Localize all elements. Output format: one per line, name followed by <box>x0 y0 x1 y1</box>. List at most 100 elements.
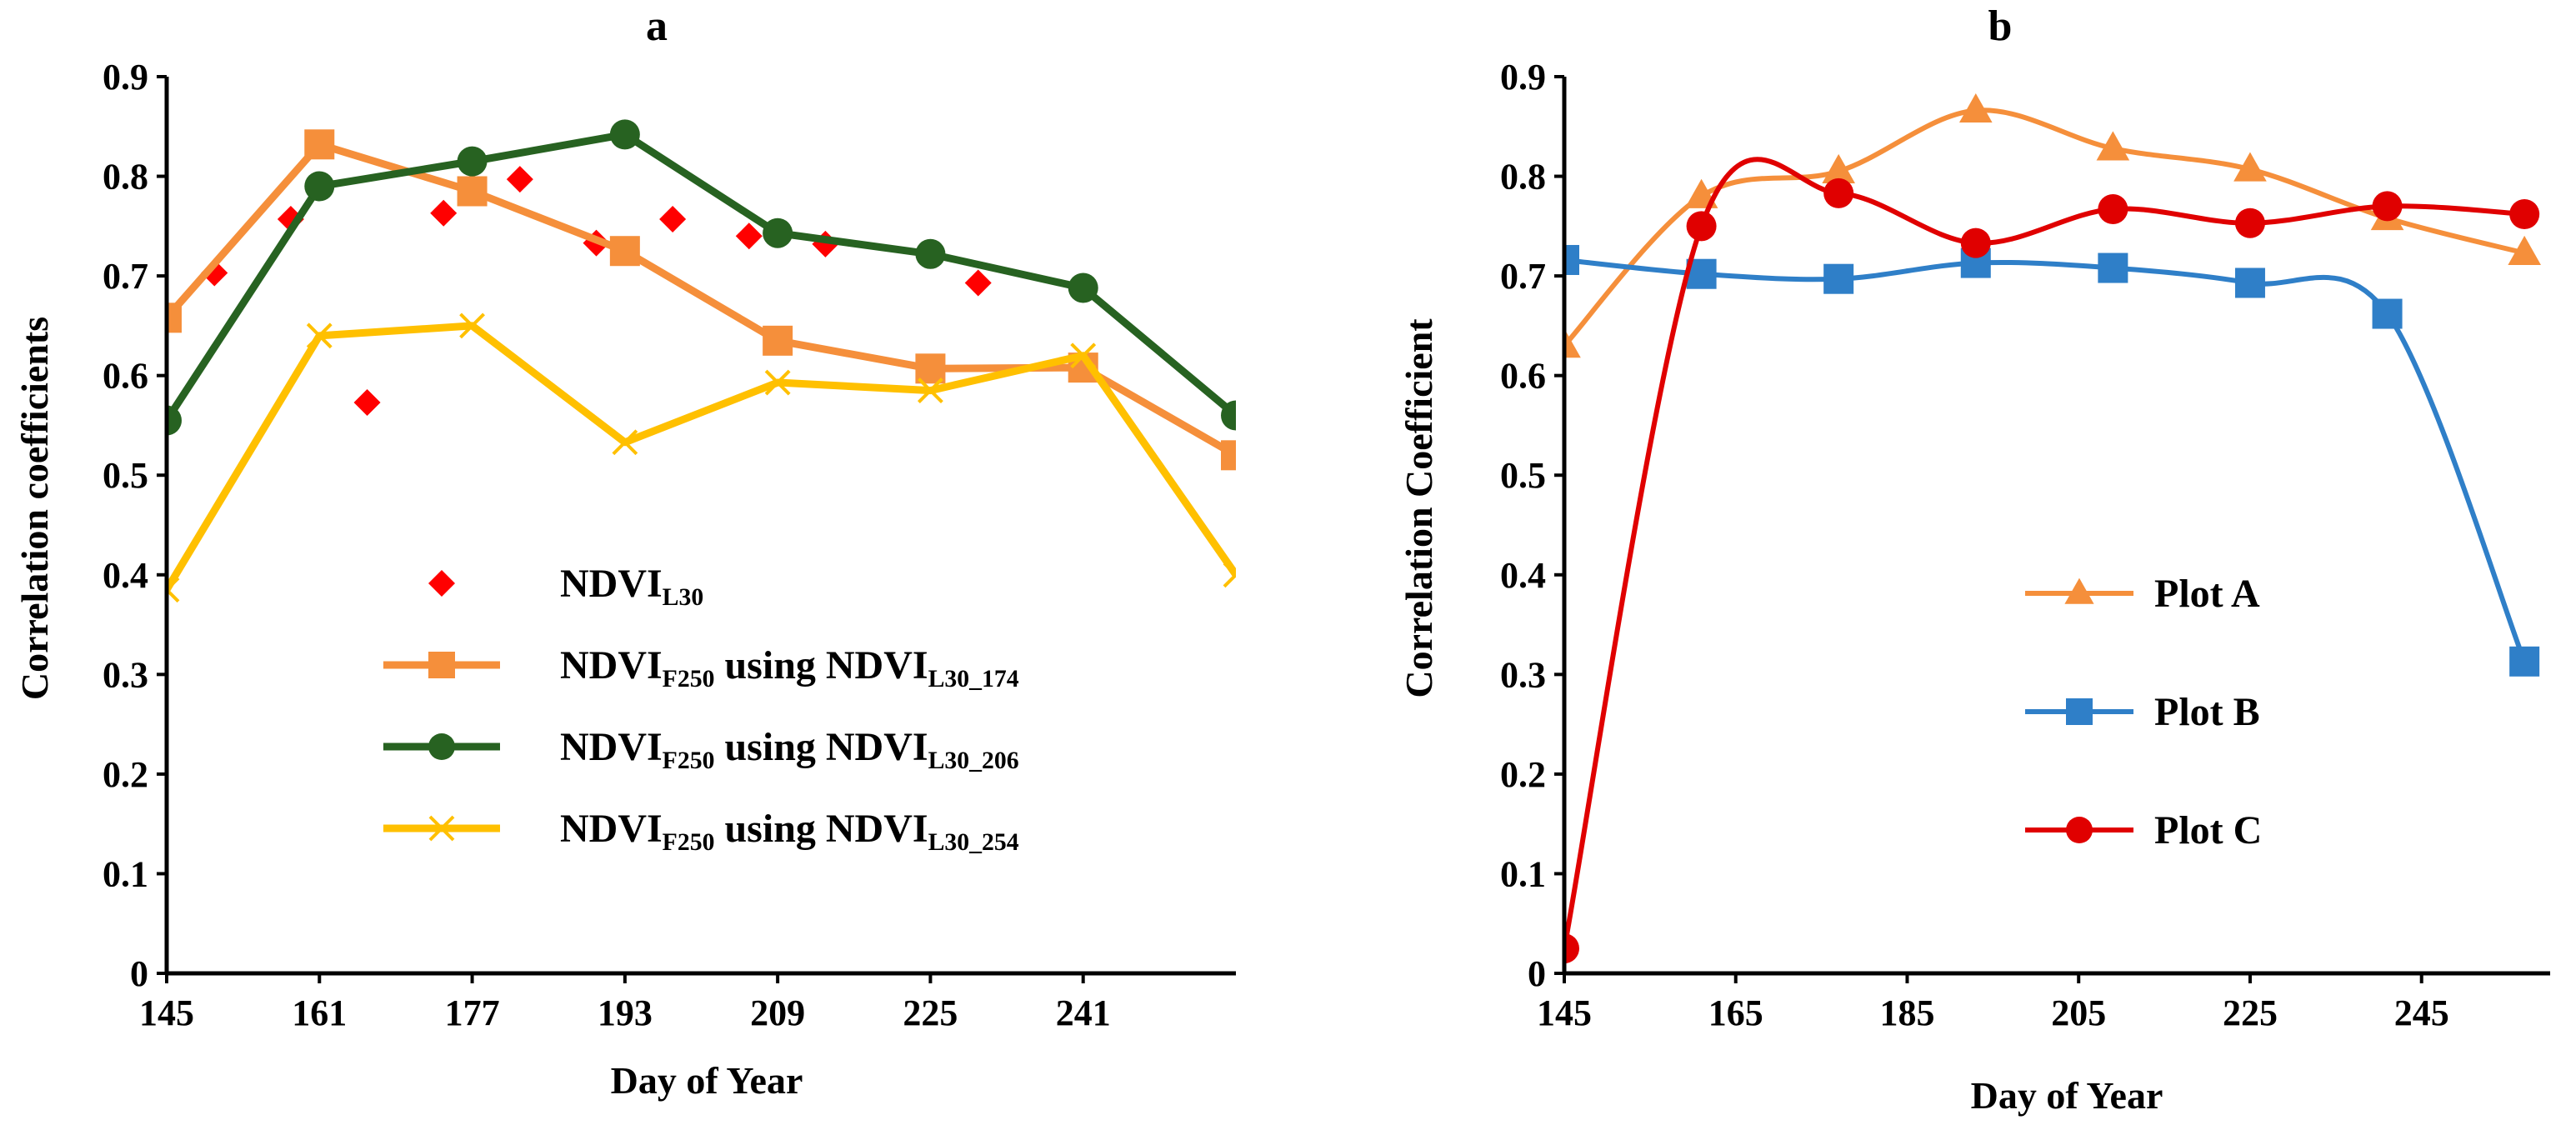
chart-b-x-axis-label: Day of Year <box>1971 1074 2163 1117</box>
y-tick-label: 0.6 <box>103 356 148 397</box>
legend-label: Plot B <box>2154 690 2260 734</box>
data-point <box>2234 268 2265 298</box>
legend-label-part: L30_254 <box>928 828 1019 856</box>
data-point <box>304 171 335 202</box>
data-point <box>1068 272 1098 303</box>
chart-a-plot-area <box>167 119 1236 603</box>
legend-item: Plot A <box>2025 572 2260 616</box>
legend-item: Plot C <box>2025 808 2262 852</box>
data-point <box>918 378 943 404</box>
series-plot-c <box>1564 157 2540 964</box>
data-point <box>2098 252 2128 283</box>
legend-label-part: F250 <box>663 665 715 692</box>
legend-label: NDVIF250 using NDVIL30_206 <box>560 725 1019 774</box>
legend-marker <box>428 652 455 678</box>
chart-panel-a: a 0 0.1 0.2 0.3 0.4 0.5 0.6 0.7 0.8 0.9 145 161 177 1… <box>13 2 1236 1102</box>
data-point <box>167 405 182 436</box>
y-tick-label: 0.5 <box>103 455 148 496</box>
data-point <box>1822 153 1855 183</box>
y-tick-label: 0.3 <box>103 654 148 695</box>
x-tick-label: 241 <box>1056 992 1111 1033</box>
legend-item: NDVIF250 using NDVIL30_174 <box>383 643 1019 692</box>
data-point <box>1686 211 1717 242</box>
chart-b-tick-labels: 0 0.1 0.2 0.3 0.4 0.5 0.6 0.7 0.8 0.9 145 165 185 205… <box>1500 57 2449 1033</box>
legend-label-part: NDVI <box>560 562 663 606</box>
x-tick-label: 165 <box>1708 992 1763 1033</box>
y-tick-label: 0.2 <box>1500 754 1546 795</box>
data-point <box>1223 562 1236 588</box>
data-point <box>2509 198 2540 229</box>
legend-label-part: L30_206 <box>928 747 1019 774</box>
data-point <box>763 325 793 356</box>
legend-label-part: NDVI <box>560 643 663 688</box>
data-point <box>2234 208 2265 238</box>
data-point <box>2233 152 2267 182</box>
legend-label: NDVIF250 using NDVIL30_254 <box>560 807 1019 856</box>
data-point <box>763 218 793 248</box>
legend-marker <box>2066 817 2093 843</box>
data-point <box>506 166 533 193</box>
legend-label-part: L30 <box>663 583 704 611</box>
legend-marker <box>428 815 455 842</box>
data-point <box>167 577 180 603</box>
data-point <box>430 199 458 227</box>
y-tick-label: 0 <box>1528 953 1546 994</box>
data-point <box>1070 342 1097 369</box>
x-tick-label: 185 <box>1879 992 1934 1033</box>
data-point <box>764 369 791 396</box>
legend-label-part: F250 <box>663 828 715 856</box>
series-line <box>167 140 1236 459</box>
data-point <box>1960 228 1991 258</box>
legend-marker <box>428 733 455 760</box>
data-point <box>1221 400 1236 431</box>
data-point <box>1564 328 1581 358</box>
legend-label-part: using NDVI <box>714 725 928 769</box>
legend-label: NDVIF250 using NDVIL30_174 <box>560 643 1019 692</box>
data-point <box>457 146 488 177</box>
data-point <box>1823 263 1854 294</box>
chart-a-tick-labels: 0 0.1 0.2 0.3 0.4 0.5 0.6 0.7 0.8 0.9 145 161 177 193… <box>103 57 1111 1033</box>
legend-item: NDVIL30 <box>428 562 703 611</box>
y-tick-label: 0.9 <box>103 57 148 98</box>
y-tick-label: 0.9 <box>1500 57 1546 98</box>
series-ndvi-l30 <box>201 166 992 416</box>
series-ndvi-f250-using-ndvi-l30-174 <box>167 129 1236 471</box>
x-tick-label: 205 <box>2051 992 2106 1033</box>
data-point <box>609 236 640 267</box>
legend-label-part: NDVI <box>560 725 663 769</box>
y-tick-label: 0.5 <box>1500 455 1546 496</box>
y-tick-label: 0.8 <box>1500 157 1546 198</box>
legend-marker <box>2066 698 2093 725</box>
x-tick-label: 193 <box>598 992 653 1033</box>
data-point <box>1564 244 1579 275</box>
legend-item: NDVIF250 using NDVIL30_254 <box>383 807 1019 856</box>
series-ndvi-f250-using-ndvi-l30-206 <box>167 119 1236 436</box>
data-point <box>201 259 228 287</box>
chart-a-axes <box>157 75 1236 983</box>
series-line <box>167 130 1236 422</box>
legend-label: Plot A <box>2154 572 2260 616</box>
x-tick-label: 177 <box>445 992 500 1033</box>
chart-a-title: a <box>646 2 668 50</box>
x-tick-label: 245 <box>2394 992 2449 1033</box>
legend-label: NDVIL30 <box>560 562 703 611</box>
data-point <box>2508 235 2541 266</box>
chart-b-title: b <box>1988 2 2013 50</box>
legend-marker <box>2064 578 2094 604</box>
data-point <box>167 302 182 333</box>
y-tick-label: 0.3 <box>1500 654 1546 695</box>
data-point <box>915 238 946 269</box>
chart-b-plot-area <box>1564 92 2541 964</box>
x-tick-label: 145 <box>139 992 194 1033</box>
data-point <box>1823 178 1854 208</box>
data-point <box>2372 298 2403 329</box>
data-point <box>1221 440 1236 471</box>
chart-b-legend: Plot A Plot B Plot C <box>2025 572 2262 852</box>
data-point <box>1958 92 1993 123</box>
data-point <box>735 222 763 250</box>
legend-label: Plot C <box>2154 808 2262 852</box>
y-tick-label: 0.2 <box>103 754 148 795</box>
data-point <box>964 269 992 297</box>
legend-item: NDVIF250 using NDVIL30_206 <box>383 725 1019 774</box>
data-point <box>457 176 488 207</box>
